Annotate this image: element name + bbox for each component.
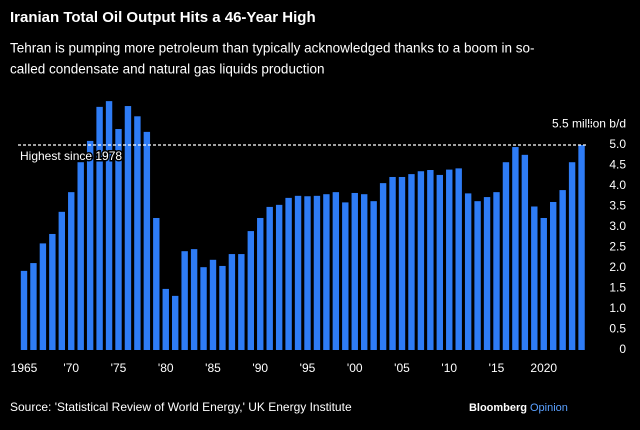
- x-tick-label: '75: [111, 361, 127, 375]
- bar: [455, 168, 462, 350]
- brand: Bloomberg: [469, 402, 527, 414]
- bar: [266, 206, 273, 350]
- bar: [398, 176, 406, 350]
- y-tick-label: 3.0: [609, 219, 626, 233]
- bar: [559, 190, 566, 350]
- y-tick-label: 1.0: [609, 301, 626, 315]
- bar: [313, 195, 321, 350]
- bar: [30, 263, 37, 350]
- subtitle: called condensate and natural gas liquid…: [10, 62, 324, 77]
- bar: [105, 101, 113, 350]
- bar: [483, 197, 491, 350]
- bar: [427, 170, 434, 350]
- bar: [323, 194, 330, 350]
- bar: [219, 265, 226, 350]
- bar: [200, 267, 207, 350]
- bar: [228, 254, 236, 350]
- bar: [512, 147, 519, 350]
- bar: [124, 106, 132, 350]
- x-tick-label: 1965: [11, 361, 38, 375]
- bar: [408, 174, 415, 350]
- bar: [342, 202, 349, 350]
- bar: [493, 192, 500, 350]
- y-tick-label: 5.0: [609, 137, 626, 151]
- bar: [20, 270, 28, 350]
- bar: [247, 231, 254, 350]
- bar: [162, 288, 169, 350]
- bar: [96, 106, 103, 351]
- bar: [77, 162, 84, 350]
- bar: [172, 295, 179, 350]
- subtitle: Tehran is pumping more petroleum than ty…: [10, 41, 535, 56]
- y-tick-label: 5.5 million b/d: [552, 117, 626, 131]
- x-tick-label: '80: [158, 361, 174, 375]
- bar: [540, 217, 547, 350]
- bar: [521, 154, 529, 350]
- bar: [389, 176, 396, 350]
- bar: [531, 206, 538, 350]
- bar: [58, 211, 65, 350]
- bar: [304, 196, 311, 350]
- bar: [190, 249, 198, 350]
- y-tick-label: 4.0: [609, 178, 626, 192]
- bar: [181, 251, 188, 350]
- bar: [275, 204, 283, 350]
- x-tick-label: '15: [489, 361, 505, 375]
- bar: [68, 192, 75, 350]
- bar: [436, 174, 443, 350]
- source: Source: 'Statistical Review of World Ene…: [10, 400, 352, 414]
- bar: [464, 193, 472, 350]
- bar: [502, 162, 510, 350]
- y-tick-label: 2.5: [609, 240, 626, 254]
- bar: [474, 201, 481, 350]
- bar: [86, 140, 94, 350]
- y-tick-label: 2.0: [609, 260, 626, 274]
- bar: [143, 131, 151, 350]
- y-tick-label: 1.5: [609, 281, 626, 295]
- bar: [361, 194, 368, 350]
- x-tick-label: '95: [300, 361, 316, 375]
- x-tick-label: '85: [205, 361, 221, 375]
- x-tick-label: '05: [394, 361, 410, 375]
- x-tick-label: '70: [63, 361, 79, 375]
- brand: Opinion: [530, 402, 568, 414]
- bar: [209, 259, 217, 350]
- y-tick-label: 0.5: [609, 322, 626, 336]
- bar: [294, 195, 302, 350]
- bar: [332, 192, 340, 350]
- bar: [285, 197, 292, 350]
- bar: [568, 162, 576, 350]
- x-tick-label: '90: [252, 361, 268, 375]
- bar: [578, 145, 585, 350]
- bar: [379, 183, 387, 350]
- bar: [49, 233, 56, 350]
- bar: [417, 171, 425, 350]
- x-tick-label: 2020: [530, 361, 557, 375]
- bar: [134, 116, 141, 350]
- y-tick-label: 0: [619, 342, 626, 356]
- bar: [39, 243, 47, 350]
- bar: [115, 129, 122, 350]
- bar: [257, 217, 264, 350]
- x-tick-label: '00: [347, 361, 363, 375]
- bar: [351, 192, 358, 350]
- chart-title: Iranian Total Oil Output Hits a 46-Year …: [10, 9, 316, 26]
- y-tick-label: 3.5: [609, 199, 626, 213]
- y-tick-label: 4.5: [609, 158, 626, 172]
- bar: [446, 169, 453, 350]
- annotation: Highest since 1978: [20, 149, 122, 163]
- x-tick-label: '10: [441, 361, 457, 375]
- bar: [238, 254, 245, 350]
- bar: [550, 201, 557, 350]
- bar: [370, 201, 377, 350]
- bar: [153, 217, 160, 350]
